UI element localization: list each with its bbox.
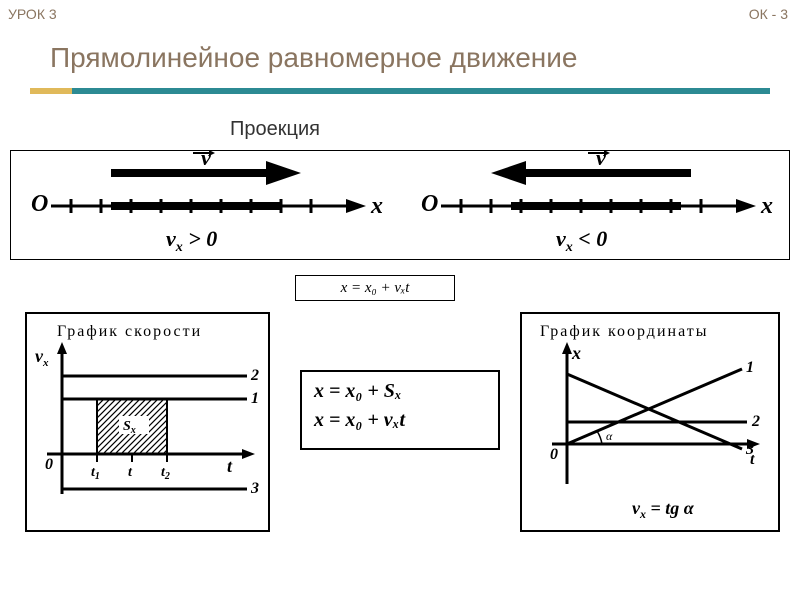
svg-text:t: t: [227, 456, 233, 476]
svg-text:1: 1: [746, 359, 754, 376]
velocity-graph-svg: График скорости vx t 0 2 1 3 Sx t1 t t2: [27, 314, 268, 530]
coordinate-graph-title: График координаты: [540, 323, 709, 340]
svg-text:x: x: [760, 193, 773, 219]
svg-text:α: α: [606, 429, 613, 443]
divider-teal: [72, 88, 770, 94]
svg-text:t: t: [128, 465, 133, 480]
ok-label: ОК - 3: [728, 6, 788, 23]
divider-bar: [30, 88, 770, 94]
svg-text:O: O: [421, 191, 438, 217]
equation-line-2: x = x₀ + vₓt: [314, 409, 486, 432]
formula-text-1: x = x₀ + vₓt: [341, 280, 410, 296]
displacement-equations: x = x₀ + Sₓ x = x₀ + vₓt: [300, 370, 500, 450]
svg-text:0: 0: [550, 446, 558, 463]
svg-text:vx: vx: [35, 346, 49, 369]
svg-text:vx = tg α: vx = tg α: [632, 498, 695, 521]
svg-text:0: 0: [45, 456, 53, 473]
projection-panel: v O x vx > 0: [10, 150, 790, 260]
svg-text:3: 3: [745, 441, 754, 458]
coordinate-graph-panel: График координаты x t 0 1 α 2 3 vx = tg …: [520, 312, 780, 532]
svg-text:1: 1: [251, 390, 259, 407]
svg-text:2: 2: [250, 367, 259, 384]
svg-text:x: x: [571, 343, 581, 363]
projection-heading: Проекция: [230, 118, 320, 141]
projection-svg: v O x vx > 0: [11, 151, 789, 259]
svg-text:t2: t2: [161, 465, 170, 482]
page-title: Прямолинейное равномерное движение: [50, 42, 577, 74]
svg-text:O: O: [31, 191, 48, 217]
svg-text:vx > 0: vx > 0: [166, 226, 217, 255]
divider-gold: [30, 88, 72, 94]
svg-text:x: x: [370, 193, 383, 219]
velocity-graph-title: График скорости: [57, 323, 202, 340]
svg-text:vx < 0: vx < 0: [556, 226, 607, 255]
equation-line-1: x = x₀ + Sₓ: [314, 380, 486, 403]
svg-text:t1: t1: [91, 465, 100, 482]
svg-text:3: 3: [250, 480, 259, 497]
coordinate-graph-svg: График координаты x t 0 1 α 2 3 vx = tg …: [522, 314, 778, 530]
svg-text:2: 2: [751, 413, 760, 430]
equation-of-motion: x = x₀ + vₓt: [295, 275, 455, 301]
velocity-graph-panel: График скорости vx t 0 2 1 3 Sx t1 t t2: [25, 312, 270, 532]
lesson-label: УРОК 3: [8, 6, 58, 23]
